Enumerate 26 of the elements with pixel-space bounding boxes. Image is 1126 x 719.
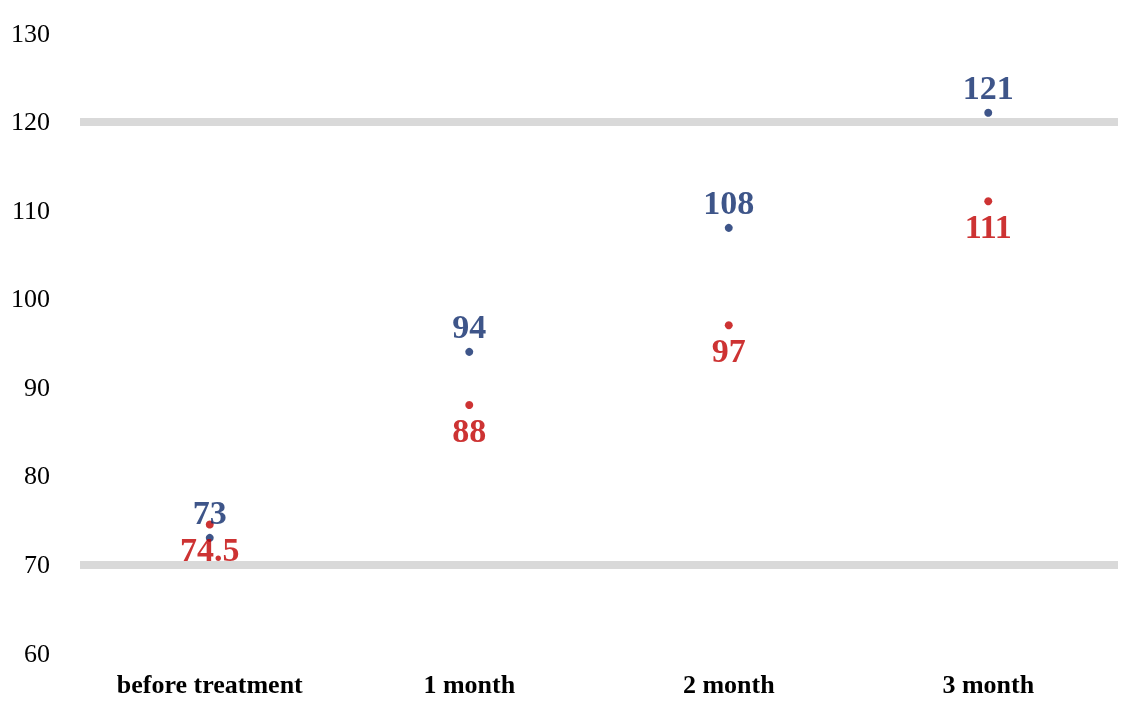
y-tick-label: 90 xyxy=(24,372,50,402)
y-tick-label: 110 xyxy=(11,195,50,225)
y-tick-label: 80 xyxy=(24,461,50,491)
point xyxy=(984,197,993,206)
data-label: 111 xyxy=(964,207,1012,245)
y-tick-label: 100 xyxy=(11,284,50,314)
y-tick-label: 120 xyxy=(11,107,50,137)
data-label: 108 xyxy=(703,184,755,222)
data-label: 88 xyxy=(452,411,487,449)
x-tick-label: before treatment xyxy=(116,669,304,699)
point xyxy=(724,223,733,232)
data-label: 94 xyxy=(452,308,487,346)
data-label: 97 xyxy=(711,331,746,369)
point xyxy=(465,401,474,409)
y-tick-label: 60 xyxy=(24,638,50,668)
y-tick-label: 130 xyxy=(11,18,50,48)
data-label: 121 xyxy=(962,69,1014,107)
x-tick-label: 3 month xyxy=(942,669,1035,699)
x-tick-label: 2 month xyxy=(682,669,776,699)
data-label: 73 xyxy=(192,494,227,532)
point xyxy=(984,108,993,117)
x-tick-label: 1 month xyxy=(423,669,516,699)
data-label: 74.5 xyxy=(180,531,240,569)
y-tick-label: 70 xyxy=(24,549,50,579)
point xyxy=(724,321,733,330)
point xyxy=(465,347,474,356)
